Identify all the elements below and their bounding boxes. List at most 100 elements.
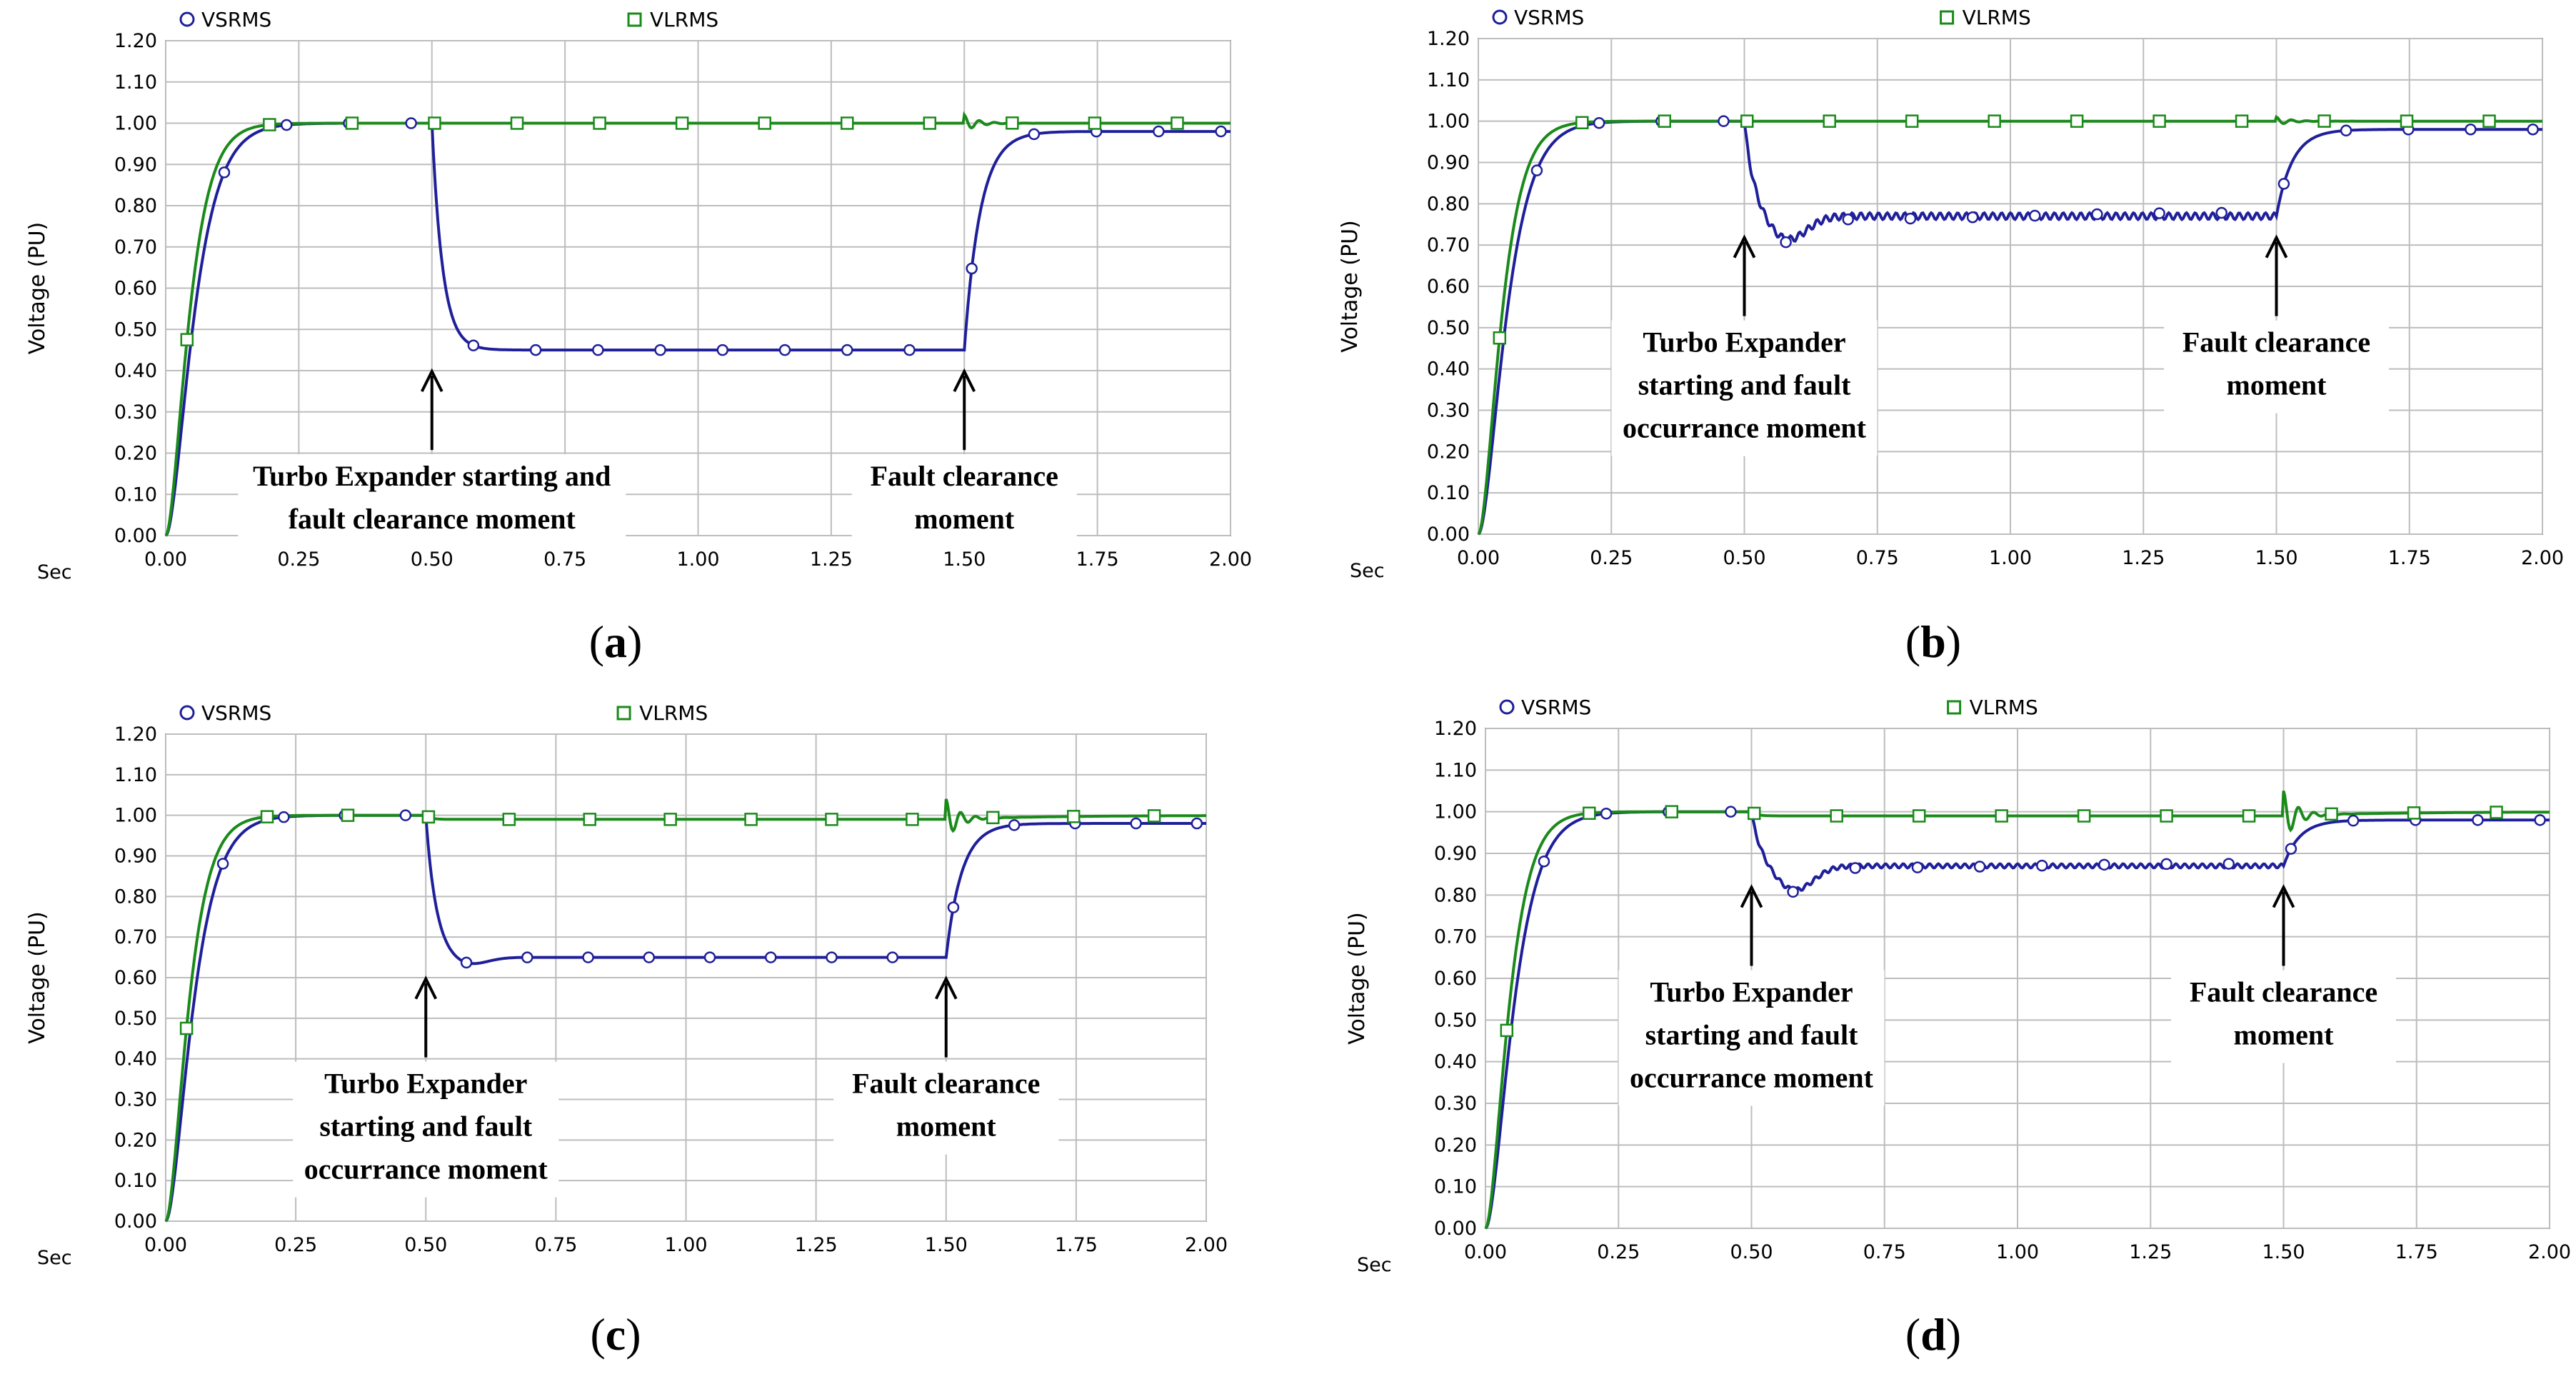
y-tick-label: 1.20	[1427, 28, 1470, 50]
vsrms-marker	[592, 344, 604, 356]
vsrms-marker	[1725, 806, 1737, 818]
y-tick-label: 0.20	[1427, 441, 1470, 463]
vlrms-marker	[825, 813, 838, 826]
vsrms-marker	[521, 951, 533, 963]
y-axis-label: Voltage (PU)	[25, 222, 50, 355]
vlrms-marker	[1905, 114, 1919, 128]
vsrms-marker	[280, 119, 293, 131]
annotation-text: moment	[914, 503, 1015, 535]
y-tick-label: 0.60	[1427, 276, 1470, 298]
y-tick-label: 0.30	[114, 1089, 157, 1111]
vlrms-marker	[1493, 331, 1507, 345]
y-tick-label: 0.90	[114, 846, 157, 868]
annotation-box	[293, 1061, 559, 1198]
x-tick-label: 2.00	[1209, 548, 1252, 571]
x-tick-label: 1.25	[2129, 1241, 2172, 1263]
x-tick-label: 0.75	[543, 548, 586, 571]
vsrms-marker	[2036, 859, 2048, 872]
vlrms-marker	[2152, 114, 2166, 128]
y-tick-label: 0.00	[1434, 1218, 1477, 1240]
vsrms-marker	[841, 344, 853, 356]
vlrms-marker	[2490, 806, 2503, 819]
vlrms-marker	[502, 813, 516, 826]
annotation-text: occurrance moment	[304, 1153, 548, 1185]
annotation: Fault clearance moment	[851, 368, 1077, 548]
annotation: Turbo Expander starting and fault occurran…	[293, 976, 559, 1198]
legend: VSRMS VLRMS	[1492, 6, 2031, 29]
vlrms-marker	[263, 118, 276, 131]
vlrms-marker	[2242, 809, 2256, 823]
y-tick-label: 1.00	[114, 805, 157, 827]
x-tick-label: 2.00	[2528, 1241, 2571, 1263]
vlrms-marker	[758, 116, 771, 130]
vlrms-marker	[1823, 114, 1836, 128]
vsrms-marker	[1849, 862, 1862, 874]
vlrms-marker	[345, 116, 359, 130]
vsrms-marker	[2347, 814, 2360, 827]
panel-caption: (b)	[1905, 616, 1961, 667]
annotation-text: starting and fault	[319, 1110, 532, 1143]
legend-vlrms-label: VLRMS	[1963, 6, 2031, 29]
vlrms-marker	[2407, 806, 2421, 820]
annotation-box	[833, 1061, 1059, 1155]
y-tick-label: 0.00	[114, 525, 157, 547]
vsrms-marker	[2534, 814, 2546, 826]
x-axis-unit: Sec	[1357, 1254, 1392, 1276]
y-tick-label: 0.20	[114, 443, 157, 465]
legend-vlrms-label: VLRMS	[650, 8, 718, 31]
vsrms-marker	[1600, 808, 1613, 820]
vsrms-marker	[2153, 207, 2165, 219]
vsrms-marker	[764, 951, 777, 963]
annotation-text: starting and fault	[1645, 1019, 1858, 1051]
vsrms-marker	[2222, 858, 2235, 870]
vlrms-marker	[421, 810, 436, 824]
annotation-text: Fault clearance	[2182, 326, 2370, 358]
vsrms-marker	[1973, 861, 1986, 873]
vsrms-marker	[716, 344, 729, 356]
vlrms-marker	[1575, 116, 1589, 130]
vlrms-marker	[1171, 116, 1184, 130]
vsrms-marker	[1191, 817, 1203, 830]
y-tick-label: 0.50	[1434, 1009, 1477, 1031]
vlrms-marker	[428, 116, 441, 130]
vsrms-marker	[2098, 858, 2110, 871]
annotation: Turbo Expander starting and fault occurran…	[1618, 884, 1885, 1106]
x-tick-label: 0.00	[1464, 1241, 1507, 1263]
y-tick-label: 0.70	[114, 926, 157, 948]
annotation-arrowhead	[420, 368, 443, 393]
vlrms-marker	[675, 116, 689, 130]
vsrms-marker	[1130, 817, 1142, 830]
annotation-arrowhead	[934, 976, 958, 1000]
legend: VSRMS VLRMS	[179, 8, 718, 31]
vlrms-marker	[2160, 809, 2173, 823]
x-tick-label: 0.00	[1457, 547, 1500, 569]
annotation-text: Fault clearance	[2190, 976, 2377, 1008]
vsrms-marker	[2091, 208, 2103, 221]
annotation: Fault clearance moment	[833, 976, 1059, 1155]
panel-caption-letter: c	[606, 1309, 626, 1360]
legend-vsrms-label: VSRMS	[201, 701, 271, 725]
legend-vsrms-label: VSRMS	[1514, 6, 1584, 29]
annotation-box	[238, 454, 626, 548]
annotation-box	[2171, 970, 2396, 1063]
vlrms-marker	[1006, 116, 1019, 130]
vlrms-marker	[1830, 809, 1843, 823]
y-tick-label: 0.60	[1434, 968, 1477, 990]
x-tick-label: 1.75	[1055, 1234, 1098, 1256]
annotation: Turbo Expander starting and fault occurran…	[1611, 234, 1878, 456]
vlrms-marker	[663, 813, 677, 826]
y-tick-label: 0.70	[114, 236, 157, 259]
panel-caption: (d)	[1905, 1309, 1961, 1360]
legend-vsrms-label: VSRMS	[201, 8, 271, 31]
x-tick-label: 1.50	[2262, 1241, 2305, 1263]
x-tick-label: 0.75	[534, 1234, 577, 1256]
vlrms-marker	[840, 116, 854, 130]
annotation-arrowhead	[1740, 884, 1763, 908]
vlrms-marker	[1995, 809, 2008, 823]
vsrms-marker	[1911, 861, 1924, 873]
vsrms-marker	[947, 901, 960, 913]
vsrms-marker	[1842, 214, 1855, 226]
legend-vlrms-marker	[1947, 700, 1962, 715]
y-tick-label: 0.00	[1427, 523, 1470, 546]
